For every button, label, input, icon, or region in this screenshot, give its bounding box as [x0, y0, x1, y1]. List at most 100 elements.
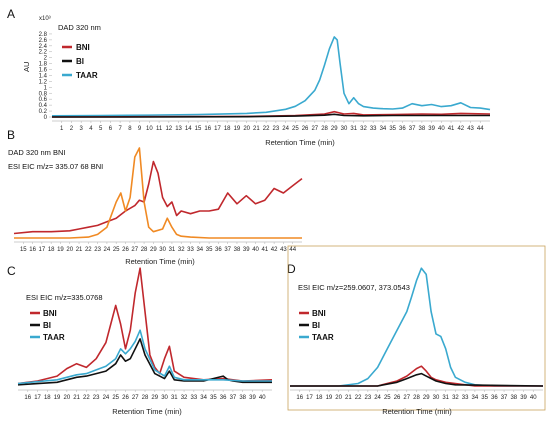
panel-a-xtick-label: 33 [370, 126, 377, 132]
panel-b-xtick-label: 43 [280, 247, 287, 253]
panel-c-xtick-label: 27 [132, 395, 139, 401]
panel-c-xtick-label: 37 [230, 395, 237, 401]
panel-b-xtick-label: 32 [178, 247, 185, 253]
panel-d-xtick-label: 30 [433, 395, 440, 401]
panel-a-ytick-label: 0.8 [39, 91, 48, 97]
panel-a-xtick-label: 20 [243, 126, 250, 132]
panel-a-xtick-label: 11 [156, 126, 163, 132]
panel-d-xtick-label: 39 [520, 395, 527, 401]
panel-d-xtick-label: 18 [316, 395, 323, 401]
panel-d-xtick-label: 17 [306, 395, 313, 401]
panel-a-ytick-label: 1 [44, 85, 48, 91]
panel-c-series-2 [17, 329, 272, 385]
panel-a-xtick-label: 6 [109, 126, 113, 132]
panel-b-xtick-label: 18 [48, 247, 55, 253]
panel-b-xtick-label: 39 [243, 247, 250, 253]
panel-a-xtick-label: 34 [380, 126, 387, 132]
panel-c-xtick-label: 20 [64, 395, 71, 401]
panel-b-xtick-label: 38 [234, 247, 241, 253]
panel-a-ytick-label: 1.8 [39, 62, 48, 68]
panel-a-xtick-label: 3 [80, 126, 84, 132]
panel-a-legend-bi: BI [76, 57, 84, 66]
panel-b-xtick-label: 31 [169, 247, 176, 253]
panel-c: C ESI EIC m/z=335.0768 16 17 18 19 20 21 22 23 2… [7, 264, 273, 416]
panel-c-xtick-label: 16 [24, 395, 31, 401]
panel-b-series-1 [14, 147, 302, 239]
panel-a-xtick-label: 25 [292, 126, 299, 132]
panel-d-xtick-label: 35 [481, 395, 488, 401]
panel-b-xtick-label: 35 [206, 247, 213, 253]
panel-b-xtick-label: 15 [20, 247, 27, 253]
panel-c-xtick-label: 28 [142, 395, 149, 401]
panel-a-ytick-label: 1.4 [39, 73, 48, 79]
panel-a-ylabel: AU [22, 62, 31, 72]
panel-b-xtick-label: 26 [122, 247, 129, 253]
panel-a-xtick-label: 13 [175, 126, 182, 132]
panel-d-annotation: ESI EIC m/z=259.0607, 373.0543 [298, 283, 410, 292]
panel-a-plot: 1 2 3 4 5 6 7 8 9 10 11 12 13 14 15 16 17 18 19 20 21 22 23 24 2… [39, 32, 491, 132]
panel-a-letter: A [7, 7, 15, 21]
panel-d-xtick-label: 23 [365, 395, 372, 401]
panel-a-xtick-label: 43 [467, 126, 474, 132]
panel-a-xtick-label: 21 [253, 126, 260, 132]
panel-c-xtick-label: 29 [151, 395, 158, 401]
panel-d-legend: BNI BI TAAR [299, 309, 334, 342]
panel-a-xtick-label: 42 [457, 126, 464, 132]
panel-b-xtick-label: 33 [187, 247, 194, 253]
panel-a-xtick-label: 38 [419, 126, 426, 132]
panel-b-xtick-label: 21 [76, 247, 83, 253]
panel-b: B DAD 320 nm BNI ESI EIC m/z= 335.07 68 … [7, 128, 303, 266]
panel-b-xtick-label: 29 [150, 247, 157, 253]
panel-b-xtick-label: 22 [85, 247, 92, 253]
panel-c-xtick-label: 22 [83, 395, 90, 401]
panel-c-xtick-label: 35 [210, 395, 217, 401]
panel-a-xtick-label: 22 [263, 126, 270, 132]
panel-d-xtick-label: 16 [296, 395, 303, 401]
panel-d-xtick-label: 27 [403, 395, 410, 401]
panel-a-xtick-label: 7 [118, 126, 122, 132]
panel-d-series-0 [290, 267, 543, 387]
panel-d-xtick-label: 21 [345, 395, 352, 401]
panel-a-ytick-label: 2.8 [39, 32, 48, 38]
panel-a-xtick-label: 35 [389, 126, 396, 132]
panel-a-ytick-label: 2.4 [39, 44, 48, 50]
panel-d-xlabel: Retention Time (min) [382, 407, 452, 416]
panel-a-xtick-label: 30 [341, 126, 348, 132]
panel-a-xtick-label: 44 [477, 126, 484, 132]
panel-b-xtick-label: 20 [66, 247, 73, 253]
panel-d-xtick-label: 37 [501, 395, 508, 401]
panel-b-xtick-label: 27 [131, 247, 138, 253]
panel-a-xtick-label: 31 [350, 126, 357, 132]
panel-d-xtick-label: 36 [491, 395, 498, 401]
panel-a-xtick-label: 18 [224, 126, 231, 132]
panel-a-ytick-label: 2 [44, 56, 48, 62]
panel-d-letter: D [287, 262, 296, 276]
panel-a-series-2 [52, 113, 490, 118]
panel-a-xtick-label: 23 [273, 126, 280, 132]
panel-b-xlabel: Retention Time (min) [125, 257, 195, 266]
panel-c-xtick-label: 39 [249, 395, 256, 401]
panel-a-ytick-label: 2.6 [39, 38, 48, 44]
panel-b-xtick-label: 19 [57, 247, 64, 253]
panel-d-xtick-label: 32 [452, 395, 459, 401]
panel-a-xtick-label: 2 [70, 126, 74, 132]
panel-a-yscale-label: x10³ [39, 16, 51, 22]
panel-c-series-1 [17, 338, 272, 386]
panel-a: A AU x10³ DAD 320 nm 1 2 3 4 5 6 7 8 9 10 11 12 13 14… [7, 7, 491, 147]
panel-c-series-0 [17, 267, 273, 385]
panel-c-plot: 16 17 18 19 20 21 22 23 24 25 26 27 28 29 30 31 32 33 34 35… [17, 267, 273, 401]
panel-d-xtick-label: 25 [384, 395, 391, 401]
panel-b-plot: 15 16 17 18 19 20 21 22 23 24 25 26 27 28 29 30 31 32 33 34… [13, 147, 303, 253]
panel-a-xtick-label: 40 [438, 126, 445, 132]
panel-b-series-0 [13, 160, 303, 235]
panel-c-xtick-label: 36 [220, 395, 227, 401]
panel-c-legend: BNI BI TAAR [30, 309, 65, 342]
panel-d-legend-bni: BNI [312, 309, 326, 318]
panel-c-xtick-label: 32 [181, 395, 188, 401]
panel-a-xtick-label: 36 [399, 126, 406, 132]
panel-a-xtick-label: 28 [321, 126, 328, 132]
panel-c-xtick-label: 23 [93, 395, 100, 401]
panel-b-xtick-label: 16 [29, 247, 36, 253]
panel-d-series-1 [290, 365, 543, 387]
panel-a-legend: BNI BI TAAR [62, 43, 98, 80]
